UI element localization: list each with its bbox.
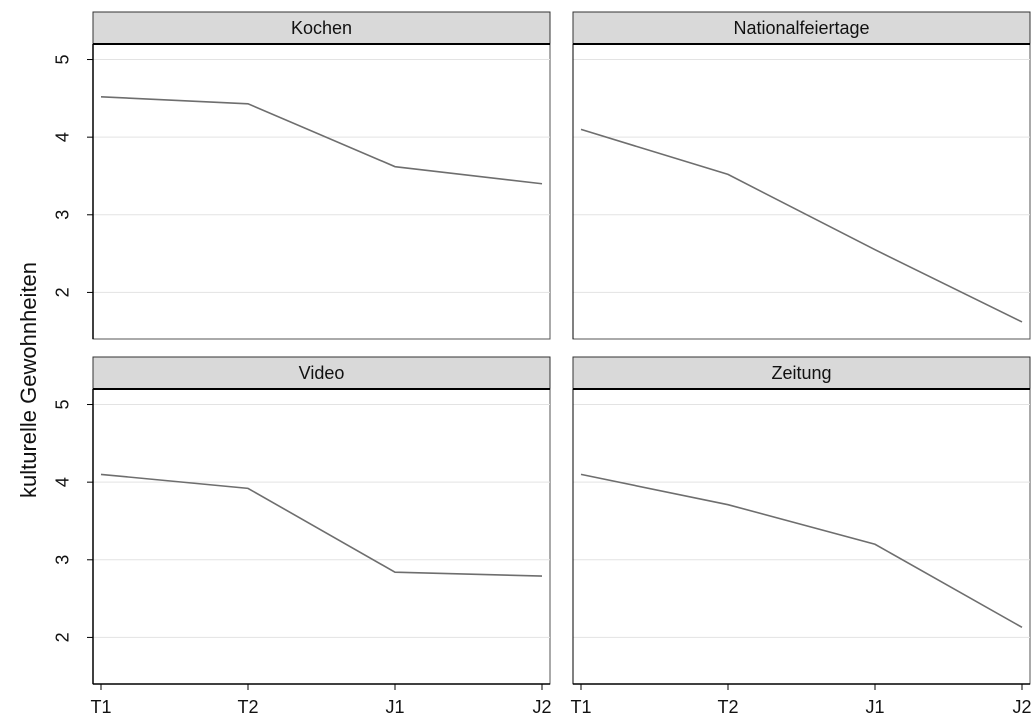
- plot-area: [572, 388, 1031, 685]
- x-tick-label: J2: [532, 697, 551, 717]
- y-tick-label: 3: [53, 210, 73, 220]
- panel-header: [572, 356, 1031, 390]
- line-series: [100, 473, 543, 577]
- plot-area: [92, 388, 551, 685]
- x-tick-label: J1: [385, 697, 404, 717]
- y-tick-label: 5: [53, 400, 73, 410]
- panel-title: Nationalfeiertage: [733, 18, 869, 38]
- panel-header: [572, 11, 1031, 45]
- x-tick-label: T1: [570, 697, 591, 717]
- y-tick-label: 5: [53, 55, 73, 65]
- y-tick-label: 4: [53, 132, 73, 142]
- x-tick-label: T1: [90, 697, 111, 717]
- y-tick-label: 2: [53, 287, 73, 297]
- plot-area: [572, 43, 1031, 340]
- line-series: [580, 128, 1023, 323]
- y-tick-label: 3: [53, 555, 73, 565]
- panel-header: [92, 356, 551, 390]
- panel-title: Video: [299, 363, 345, 383]
- x-tick-label: J2: [1012, 697, 1031, 717]
- panel-header: [92, 11, 551, 45]
- x-tick-label: T2: [237, 697, 258, 717]
- y-tick-label: 4: [53, 477, 73, 487]
- x-tick-label: T2: [717, 697, 738, 717]
- y-axis-label: kulturelle Gewohnheiten: [16, 262, 41, 498]
- line-series: [100, 95, 543, 185]
- x-tick-label: J1: [865, 697, 884, 717]
- y-tick-label: 2: [53, 632, 73, 642]
- panel-title: Zeitung: [771, 363, 831, 383]
- line-series: [580, 473, 1023, 629]
- plot-area: [92, 43, 551, 340]
- panel-title: Kochen: [291, 18, 352, 38]
